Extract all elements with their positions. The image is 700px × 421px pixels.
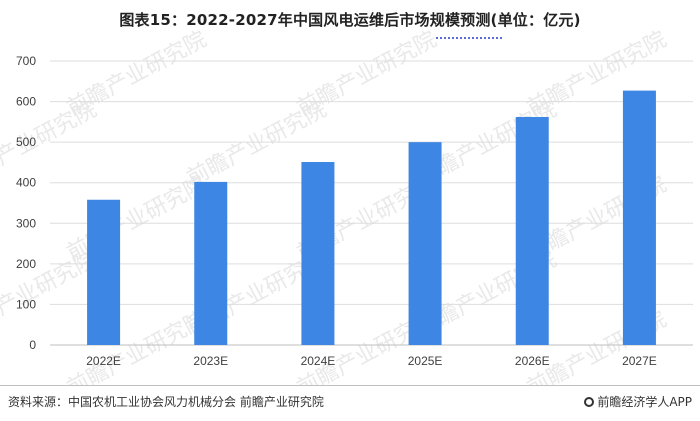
- gridlines: [50, 60, 693, 346]
- x-tick-label: 2024E: [301, 354, 336, 368]
- watermark-text: 前瞻产业研究院: [63, 307, 211, 385]
- x-tick-label: 2023E: [193, 354, 228, 368]
- y-tick-label: 400: [16, 176, 36, 190]
- brand-text: 前瞻经济学人APP: [597, 395, 692, 409]
- y-tick-label: 100: [16, 297, 36, 311]
- bar-2026E: [515, 116, 549, 345]
- bar-2022E: [87, 199, 121, 345]
- y-tick-label: 500: [16, 135, 36, 149]
- y-tick-label: 300: [16, 216, 36, 230]
- footer-divider: [0, 385, 700, 386]
- y-tick-label: 0: [29, 338, 36, 352]
- title-dotted-underline: [436, 37, 502, 39]
- bar-2024E: [301, 162, 335, 345]
- bars: [87, 90, 656, 345]
- bar-2023E: [194, 181, 228, 345]
- x-tick-label: 2025E: [408, 354, 443, 368]
- y-tick-label: 600: [16, 95, 36, 109]
- brand-logo-icon: [584, 397, 595, 407]
- y-axis-labels: 0 100 200 300 400 500 600 700: [16, 54, 36, 352]
- bar-2025E: [408, 142, 442, 345]
- y-tick-label: 700: [16, 54, 36, 68]
- source-note: 资料来源：中国农机工业协会风力机械分会 前瞻产业研究院: [8, 395, 324, 409]
- brand-label: 前瞻经济学人APP: [584, 393, 692, 410]
- chart-title: 图表15：2022-2027年中国风电运维后市场规模预测(单位：亿元): [119, 11, 581, 29]
- y-tick-label: 200: [16, 257, 36, 271]
- x-tick-label: 2022E: [86, 354, 121, 368]
- x-axis-labels: 2022E 2023E 2024E 2025E 2026E 2027E: [86, 354, 657, 368]
- x-tick-label: 2027E: [622, 354, 657, 368]
- bar-2027E: [622, 90, 656, 345]
- x-tick-label: 2026E: [515, 354, 550, 368]
